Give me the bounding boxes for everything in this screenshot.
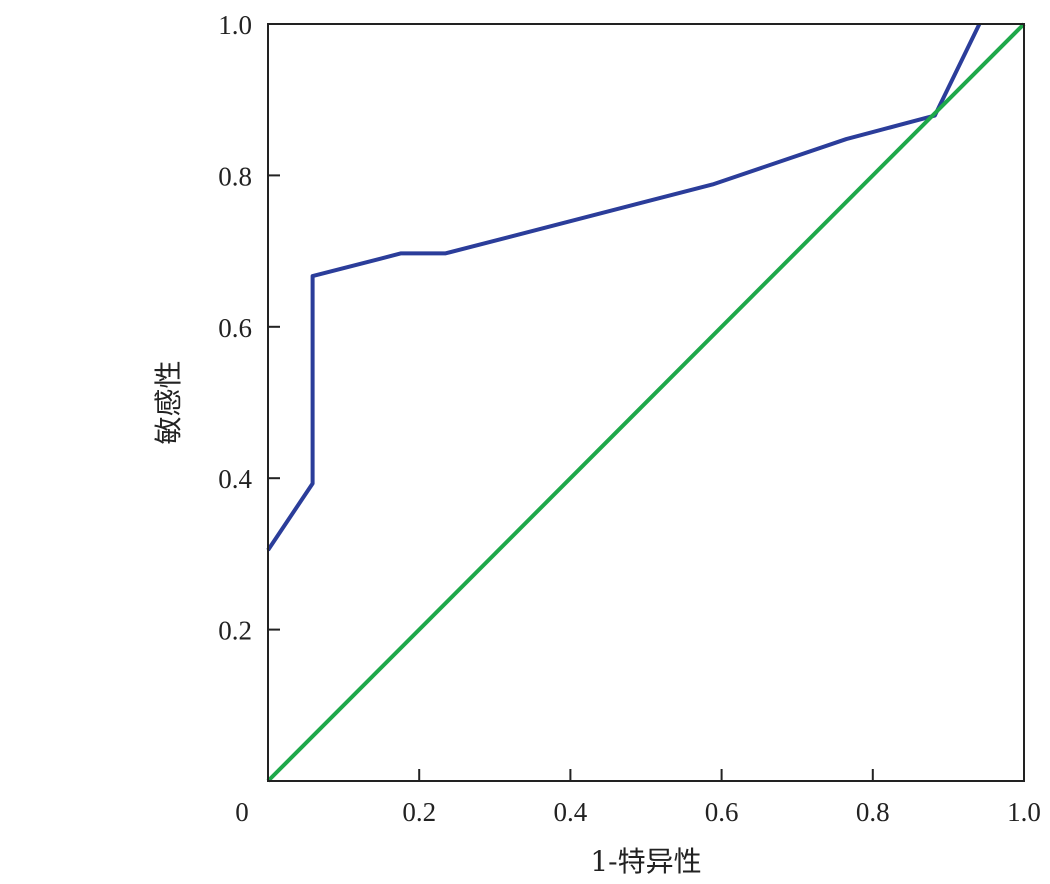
x-tick-label: 0.8: [856, 797, 890, 827]
y-tick-label: 0.8: [218, 161, 252, 191]
series-layer: [266, 22, 1026, 783]
x-axis-title: 1-特异性: [590, 845, 701, 878]
y-tick-label: 1.0: [218, 10, 252, 40]
reference-diagonal-line: [266, 22, 1026, 783]
x-tick-label: 0.4: [554, 797, 588, 827]
x-tick-label: 0.2: [402, 797, 436, 827]
plot-frame: [267, 23, 1025, 782]
y-axis-title: 敏感性: [152, 360, 185, 444]
y-tick-label: 0.6: [218, 313, 252, 343]
x-tick-label: 1.0: [1007, 797, 1041, 827]
labels-layer: 0.2 0.4 0.6 0.8 1.0 0.2 0.4 0.6 0.8 1.0: [218, 10, 1041, 827]
x-tick-label: 0.6: [705, 797, 739, 827]
origin-tick-label: 0: [235, 797, 249, 827]
ticks-layer: [268, 23, 1025, 781]
y-tick-label: 0.4: [218, 464, 252, 494]
y-tick-label: 0.2: [218, 616, 252, 646]
roc-curve-line: [266, 23, 982, 552]
